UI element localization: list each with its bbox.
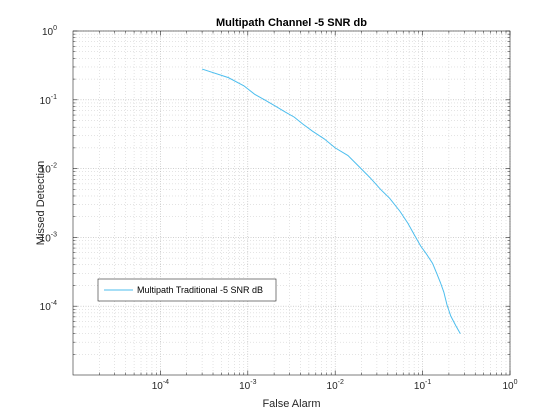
y-tick-exponent: -2 xyxy=(51,163,57,170)
x-tick-label: 10-4 xyxy=(152,379,169,392)
legend-box xyxy=(97,278,277,302)
x-tick-base: 10 xyxy=(502,381,514,392)
legend: Multipath Traditional -5 SNR dB xyxy=(97,278,277,302)
y-tick-label: 10-3 xyxy=(40,231,57,244)
y-tick-base: 10 xyxy=(40,233,52,244)
y-tick-label: 10-4 xyxy=(40,300,57,313)
y-tick-exponent: -4 xyxy=(51,300,57,307)
y-tick-label: 100 xyxy=(42,25,57,38)
series-layer xyxy=(201,68,461,334)
y-tick-exponent: -1 xyxy=(51,94,57,101)
x-tick-base: 10 xyxy=(414,381,426,392)
y-axis-label: Missed Detection xyxy=(35,161,47,245)
y-tick-label: 10-1 xyxy=(40,94,57,107)
x-tick-exponent: -3 xyxy=(250,379,256,386)
minor-grid xyxy=(73,31,510,375)
x-tick-label: 100 xyxy=(502,379,517,392)
y-tick-base: 10 xyxy=(42,27,54,38)
x-tick-exponent: 0 xyxy=(514,379,518,386)
x-tick-label: 10-2 xyxy=(327,379,344,392)
x-tick-base: 10 xyxy=(152,381,164,392)
x-tick-base: 10 xyxy=(239,381,251,392)
ticks-layer xyxy=(73,30,511,375)
x-tick-exponent: -2 xyxy=(338,379,344,386)
y-tick-base: 10 xyxy=(40,165,52,176)
series-line xyxy=(201,68,461,334)
y-tick-exponent: 0 xyxy=(53,25,57,32)
x-tick-exponent: -1 xyxy=(425,379,431,386)
y-tick-base: 10 xyxy=(40,96,52,107)
plot-area xyxy=(73,31,510,375)
plot-frame xyxy=(72,30,511,376)
x-tick-label: 10-1 xyxy=(414,379,431,392)
x-tick-label: 10-3 xyxy=(239,379,256,392)
chart-title: Multipath Channel -5 SNR db xyxy=(216,17,367,29)
y-tick-exponent: -3 xyxy=(51,231,57,238)
y-tick-base: 10 xyxy=(40,302,52,313)
y-tick-label: 10-2 xyxy=(40,163,57,176)
legend-label: Multipath Traditional -5 SNR dB xyxy=(137,285,263,295)
x-tick-base: 10 xyxy=(327,381,339,392)
x-tick-exponent: -4 xyxy=(163,379,169,386)
x-axis-label: False Alarm xyxy=(262,398,320,410)
x-tick-labels: 10-4 10-3 10-2 10-1 100 xyxy=(152,379,518,392)
